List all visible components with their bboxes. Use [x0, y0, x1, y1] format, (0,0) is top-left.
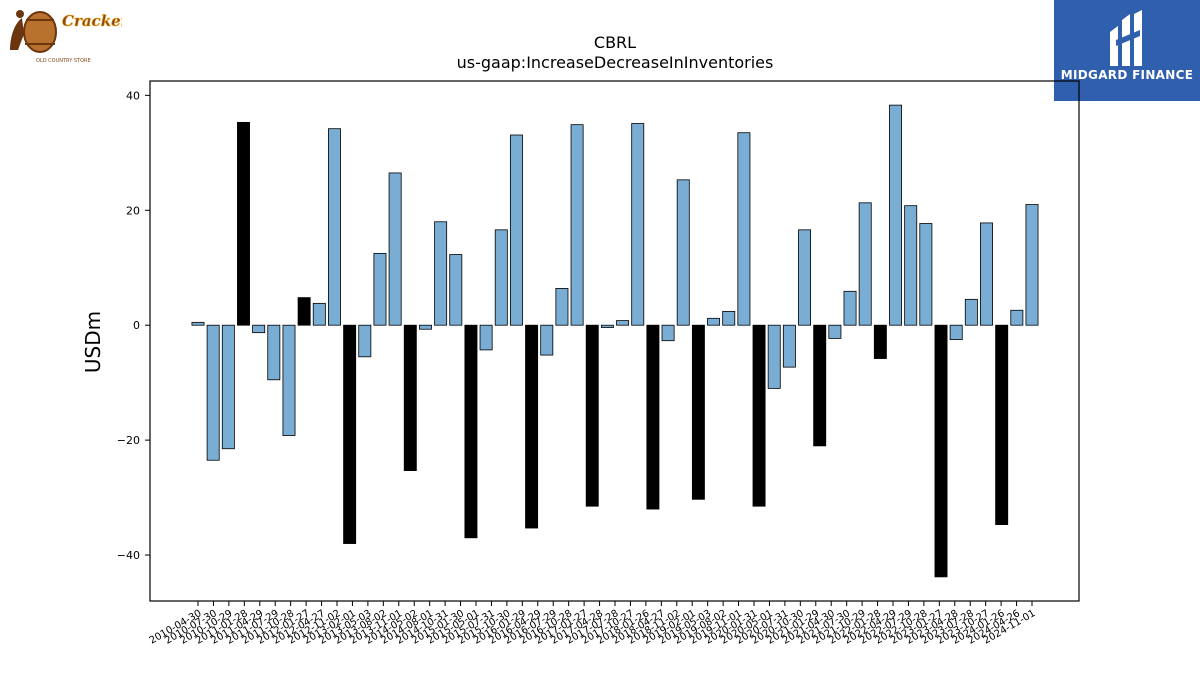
bar [616, 320, 630, 326]
logo-subtext: OLD COUNTRY STORE [36, 58, 91, 64]
bar [889, 104, 902, 326]
bar [843, 290, 857, 326]
y-tick-label: −40 [117, 549, 140, 562]
bar [904, 205, 918, 326]
bar [464, 324, 478, 539]
bar [282, 324, 296, 436]
bar [646, 324, 660, 510]
bar [813, 324, 827, 447]
bar [237, 121, 250, 326]
bar [403, 324, 417, 471]
midgard-finance-logo: MIDGARD FINANCE [1054, 0, 1200, 101]
bar [509, 134, 523, 326]
bar [600, 324, 614, 328]
bar [980, 222, 993, 326]
bar [343, 324, 357, 544]
bar [873, 324, 887, 359]
midgard-mark-icon [1110, 10, 1142, 66]
bar [525, 324, 539, 529]
bar [479, 324, 493, 351]
y-tick-label: 40 [126, 89, 140, 102]
bar [555, 288, 569, 326]
bar [676, 179, 690, 326]
bar [418, 324, 432, 330]
bar [782, 324, 796, 368]
chart-subtitle: us-gaap:IncreaseDecreaseInInventories [457, 53, 774, 72]
bar [449, 254, 463, 326]
bar [297, 297, 311, 326]
bar [1025, 204, 1039, 326]
bar [858, 202, 872, 326]
bar [631, 123, 645, 326]
bar [949, 324, 963, 340]
bar [995, 324, 1009, 525]
bar [919, 223, 933, 326]
bar [434, 221, 448, 326]
y-axis-label: USDm [81, 311, 105, 373]
y-tick-label: −20 [117, 434, 140, 447]
bar [964, 298, 978, 326]
bar [570, 124, 584, 326]
y-tick-label: 20 [126, 204, 140, 217]
bar [585, 324, 599, 507]
bar [540, 324, 554, 356]
bar [373, 252, 387, 326]
bar [737, 132, 751, 326]
bar [252, 324, 266, 334]
bar [934, 324, 948, 578]
bar [388, 172, 402, 326]
bar [691, 324, 705, 500]
bar [661, 324, 675, 342]
bar [707, 317, 721, 326]
midgard-logo-text: MIDGARD FINANCE [1060, 68, 1194, 82]
y-tick-label: 0 [133, 319, 140, 332]
bar [206, 324, 220, 461]
x-axis: 2010-04-302010-07-302010-10-292011-01-28… [148, 601, 1038, 647]
bar [1010, 309, 1024, 326]
bar [494, 229, 508, 326]
bar [828, 324, 842, 339]
y-axis: −40 −20 0 20 40 [117, 89, 150, 562]
bar [752, 324, 766, 507]
bar [767, 324, 781, 389]
bar [221, 324, 235, 450]
bar [358, 324, 372, 358]
plot-frame [149, 80, 1080, 602]
bar [312, 302, 326, 326]
bars-group [191, 104, 1039, 578]
bar [191, 321, 205, 326]
bar [722, 311, 736, 326]
bar [267, 324, 281, 381]
bar [798, 229, 812, 326]
bar [328, 128, 341, 326]
chart-title: CBRL [594, 33, 636, 52]
